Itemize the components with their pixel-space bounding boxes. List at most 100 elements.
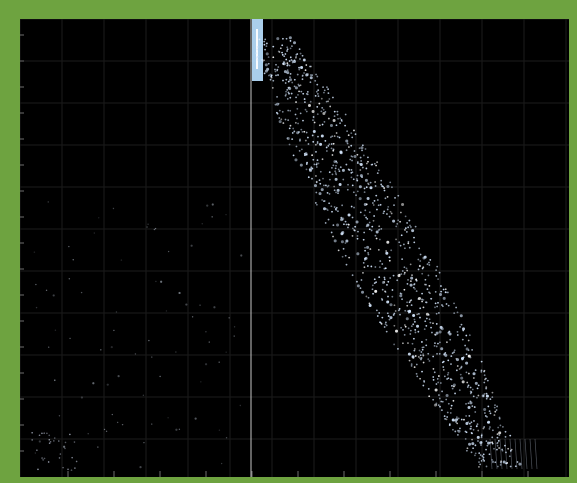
scatter-point (68, 278, 71, 280)
scatter-point (413, 283, 415, 286)
scatter-point (190, 244, 193, 247)
scatter-point (407, 352, 411, 356)
scatter-point (388, 318, 391, 321)
scatter-point (160, 280, 163, 283)
scatter-point (57, 440, 60, 442)
scatter-point (71, 456, 73, 459)
scatter-point (447, 359, 450, 362)
scatter-point (403, 333, 406, 336)
scatter-point (331, 173, 334, 176)
scatter-point (116, 421, 119, 424)
scatter-point (409, 333, 412, 335)
scatter-point (290, 59, 293, 61)
scatter-point (485, 392, 488, 395)
scatter-point (288, 64, 291, 67)
scatter-point (482, 427, 485, 430)
scatter-point (311, 177, 313, 180)
scatter-point (393, 204, 395, 207)
scatter-point (434, 302, 437, 305)
scatter-point (494, 461, 497, 464)
scatter-point (467, 349, 470, 352)
scatter-point (465, 449, 468, 452)
scatter-point (409, 299, 412, 302)
scatter-point (326, 209, 329, 212)
scatter-point (425, 344, 428, 347)
scatter-point (455, 421, 457, 423)
scatter-point (480, 434, 483, 437)
scatter-point (450, 355, 453, 358)
scatter-point (409, 263, 412, 266)
scatter-point (492, 460, 494, 463)
scatter-point (451, 352, 454, 355)
scatter-point (481, 455, 484, 457)
scatter-point (351, 136, 354, 139)
scatter-point (383, 278, 386, 281)
scatter-point (472, 395, 475, 398)
scatter-point (474, 411, 477, 413)
scatter-point (408, 301, 411, 304)
scatter-point (371, 288, 374, 291)
scatter-point (339, 151, 343, 155)
scatter-point (322, 184, 325, 187)
scatter-point (383, 267, 386, 270)
scatter-point (266, 67, 270, 71)
scatter-point (353, 206, 355, 209)
scatter-point (289, 76, 291, 79)
scatter-point (333, 239, 337, 243)
scatter-point (465, 402, 467, 405)
scatter-point (385, 321, 387, 324)
scatter-point (460, 367, 462, 369)
scatter-point (265, 42, 268, 45)
scatter-point (321, 158, 324, 161)
scatter-point (380, 227, 383, 230)
scatter-point (440, 347, 444, 351)
scatter-point (327, 218, 330, 221)
scatter-point (368, 228, 371, 231)
scatter-point (489, 412, 492, 415)
scatter-point (48, 438, 51, 441)
scatter-point (408, 219, 411, 222)
scatter-point (256, 46, 259, 48)
scatter-point (328, 193, 331, 195)
scatter-point (449, 378, 452, 381)
scatter-point (323, 89, 326, 92)
scatter-point (288, 60, 291, 62)
scatter-point (58, 415, 61, 417)
scatter-point (312, 140, 315, 143)
scatter-point (413, 236, 415, 239)
scatter-point (474, 369, 477, 372)
scatter-point (325, 150, 328, 152)
scatter-point (413, 366, 416, 369)
scatter-point (374, 289, 378, 293)
scatter-point (339, 166, 342, 169)
scatter-point (327, 92, 330, 95)
scatter-point (409, 283, 413, 287)
scatter-point (333, 185, 336, 188)
scatter-point (346, 142, 349, 145)
scatter-point (225, 213, 227, 216)
scatter-point (272, 79, 275, 82)
scatter-point (414, 328, 417, 331)
scatter-point (443, 375, 446, 378)
scatter-point (344, 242, 347, 244)
scatter-point (491, 396, 494, 398)
scatter-point (421, 267, 424, 270)
scatter-point (483, 459, 486, 462)
scatter-point (334, 177, 338, 181)
scatter-point (43, 457, 46, 460)
scatter-point (305, 110, 308, 113)
scatter-point (468, 422, 471, 425)
scatter-point (345, 139, 349, 143)
scatter-point (345, 239, 349, 243)
scatter-point (265, 45, 268, 48)
scatter-point (48, 434, 51, 437)
scatter-point (465, 431, 468, 434)
scatter-point (402, 342, 404, 345)
scatter-point (309, 100, 312, 103)
scatter-point (295, 101, 297, 103)
scatter-point (120, 259, 123, 261)
scatter-point (427, 352, 430, 355)
scatter-point (361, 149, 363, 152)
scatter-point (404, 215, 407, 218)
scatter-point (256, 59, 259, 61)
